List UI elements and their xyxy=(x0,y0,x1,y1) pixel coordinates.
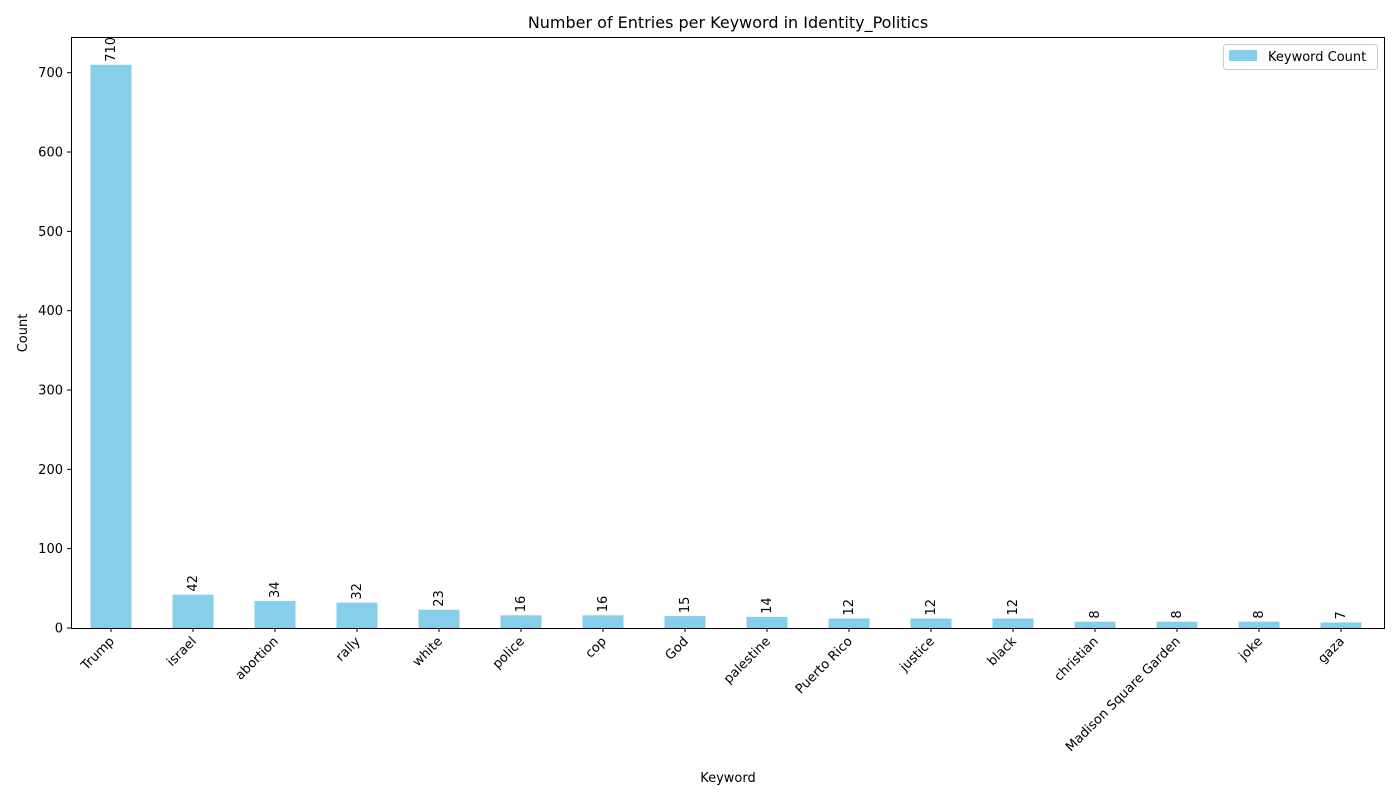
bar xyxy=(1320,622,1362,628)
x-tick-label: christian xyxy=(1052,634,1102,684)
y-axis-title: Count xyxy=(16,314,31,353)
y-tick-label: 600 xyxy=(38,146,63,161)
y-tick-label: 100 xyxy=(38,542,63,557)
data-label: 23 xyxy=(432,590,447,607)
x-tick-label: black xyxy=(985,634,1020,669)
y-tick-label: 300 xyxy=(38,384,63,399)
x-tick-label: white xyxy=(410,634,446,670)
y-axis-ticks: 0 100 200 300 400 500 600 700 xyxy=(38,66,71,637)
bar xyxy=(172,594,214,628)
bar xyxy=(746,616,788,628)
bar xyxy=(910,618,952,628)
data-label: 15 xyxy=(678,597,693,614)
x-tick-label: israel xyxy=(164,634,200,670)
legend-box xyxy=(1223,44,1378,70)
x-tick-label: Puerto Rico xyxy=(793,634,856,697)
data-label: 12 xyxy=(924,599,939,616)
y-tick-label: 700 xyxy=(38,66,63,81)
x-tick-label: Trump xyxy=(78,634,118,674)
x-tick-label: joke xyxy=(1236,634,1266,664)
y-tick-label: 0 xyxy=(55,622,63,637)
data-label: 14 xyxy=(760,597,775,614)
data-label: 8 xyxy=(1088,610,1103,618)
data-labels: 710 42 34 32 23 16 16 15 14 12 12 12 8 8 8 7 xyxy=(104,37,1349,620)
bar xyxy=(90,64,132,629)
x-tick-label: cop xyxy=(583,634,610,661)
data-label: 32 xyxy=(350,583,365,600)
x-axis-title: Keyword xyxy=(700,771,756,786)
data-label: 8 xyxy=(1252,610,1267,618)
legend-swatch xyxy=(1229,50,1257,61)
bar xyxy=(992,618,1034,628)
legend-label: Keyword Count xyxy=(1268,50,1366,65)
bar xyxy=(582,615,624,628)
x-tick-label: justice xyxy=(896,634,937,675)
legend: Keyword Count xyxy=(1223,44,1378,70)
bar xyxy=(336,602,378,628)
bar xyxy=(1156,621,1198,628)
data-label: 8 xyxy=(1170,610,1185,618)
data-label: 12 xyxy=(1006,599,1021,616)
bar xyxy=(418,609,460,628)
data-label: 42 xyxy=(186,575,201,592)
data-label: 16 xyxy=(596,596,611,613)
data-label: 12 xyxy=(842,599,857,616)
data-label: 710 xyxy=(104,37,119,62)
data-label: 7 xyxy=(1334,611,1349,619)
bar xyxy=(1238,621,1280,628)
bar xyxy=(254,601,296,628)
bar xyxy=(1074,621,1116,628)
y-tick-label: 500 xyxy=(38,225,63,240)
bar xyxy=(828,618,870,628)
x-tick-label: gaza xyxy=(1315,634,1348,667)
x-tick-label: abortion xyxy=(233,634,282,683)
bar xyxy=(500,615,542,628)
plot-frame xyxy=(71,37,1385,629)
x-tick-label: police xyxy=(490,634,528,672)
x-tick-label: rally xyxy=(333,634,364,665)
y-tick-label: 400 xyxy=(38,304,63,319)
x-tick-label: God xyxy=(663,634,692,663)
data-label: 16 xyxy=(514,596,529,613)
x-tick-label: palestine xyxy=(721,634,774,687)
chart-title: Number of Entries per Keyword in Identit… xyxy=(528,13,928,33)
bars xyxy=(90,64,1362,629)
x-axis-ticks: Trump israel abortion rally white police cop Go… xyxy=(78,628,1348,755)
bar xyxy=(664,616,706,628)
data-label: 34 xyxy=(268,581,283,598)
y-tick-label: 200 xyxy=(38,463,63,478)
